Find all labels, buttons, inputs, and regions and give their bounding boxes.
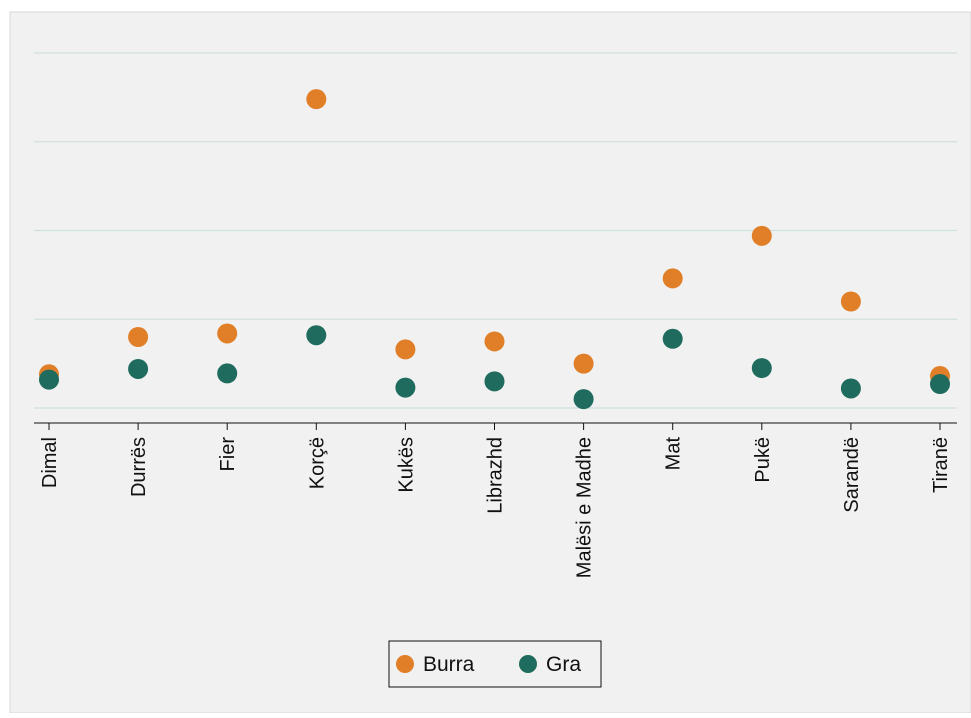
point-gra-2 (217, 363, 238, 384)
x-axis: Dimal Durrës Fier Korçë Kukës Librazhd Malësi … (34, 422, 957, 578)
point-gra-1 (128, 358, 149, 379)
x-tick-label: Fier (217, 437, 239, 472)
x-tick-label: Korçë (306, 437, 328, 489)
point-gra-8 (751, 358, 772, 379)
point-gra-9 (840, 378, 861, 399)
point-gra-6 (573, 389, 594, 410)
point-burra-5 (484, 331, 505, 352)
point-burra-4 (395, 339, 416, 360)
point-burra-8 (751, 225, 772, 246)
x-tick-label: Malësi e Madhe (574, 437, 596, 578)
chart-background (9, 11, 971, 714)
legend-marker-gra (519, 655, 537, 673)
legend: Burra Gra (388, 640, 602, 688)
point-gra-5 (484, 371, 505, 392)
legend-label-burra: Burra (423, 653, 475, 676)
data-points (39, 89, 950, 410)
point-burra-7 (662, 268, 683, 289)
gridlines (34, 52, 957, 409)
x-tick-label: Mat (663, 437, 685, 471)
point-gra-10 (930, 374, 950, 395)
point-gra-7 (662, 328, 683, 349)
legend-box (388, 640, 602, 688)
legend-label-gra: Gra (546, 653, 581, 676)
point-burra-9 (840, 291, 861, 312)
x-tick-label: Dimal (39, 437, 61, 488)
legend-marker-burra (396, 655, 414, 673)
series-gra (39, 325, 950, 410)
x-tick-label: Durrës (128, 437, 150, 497)
x-tick-label: Librazhd (485, 437, 507, 514)
x-tick-label: Sarandë (841, 437, 863, 513)
x-tick-label: Kukës (395, 437, 417, 493)
point-gra-0 (39, 369, 59, 390)
point-burra-2 (217, 323, 238, 344)
x-tick-label: Tiranë (930, 437, 952, 493)
point-burra-3 (306, 89, 327, 110)
point-burra-6 (573, 353, 594, 374)
x-tick-label: Pukë (752, 437, 774, 483)
point-gra-3 (306, 325, 327, 346)
point-gra-4 (395, 377, 416, 398)
point-burra-1 (128, 327, 149, 347)
